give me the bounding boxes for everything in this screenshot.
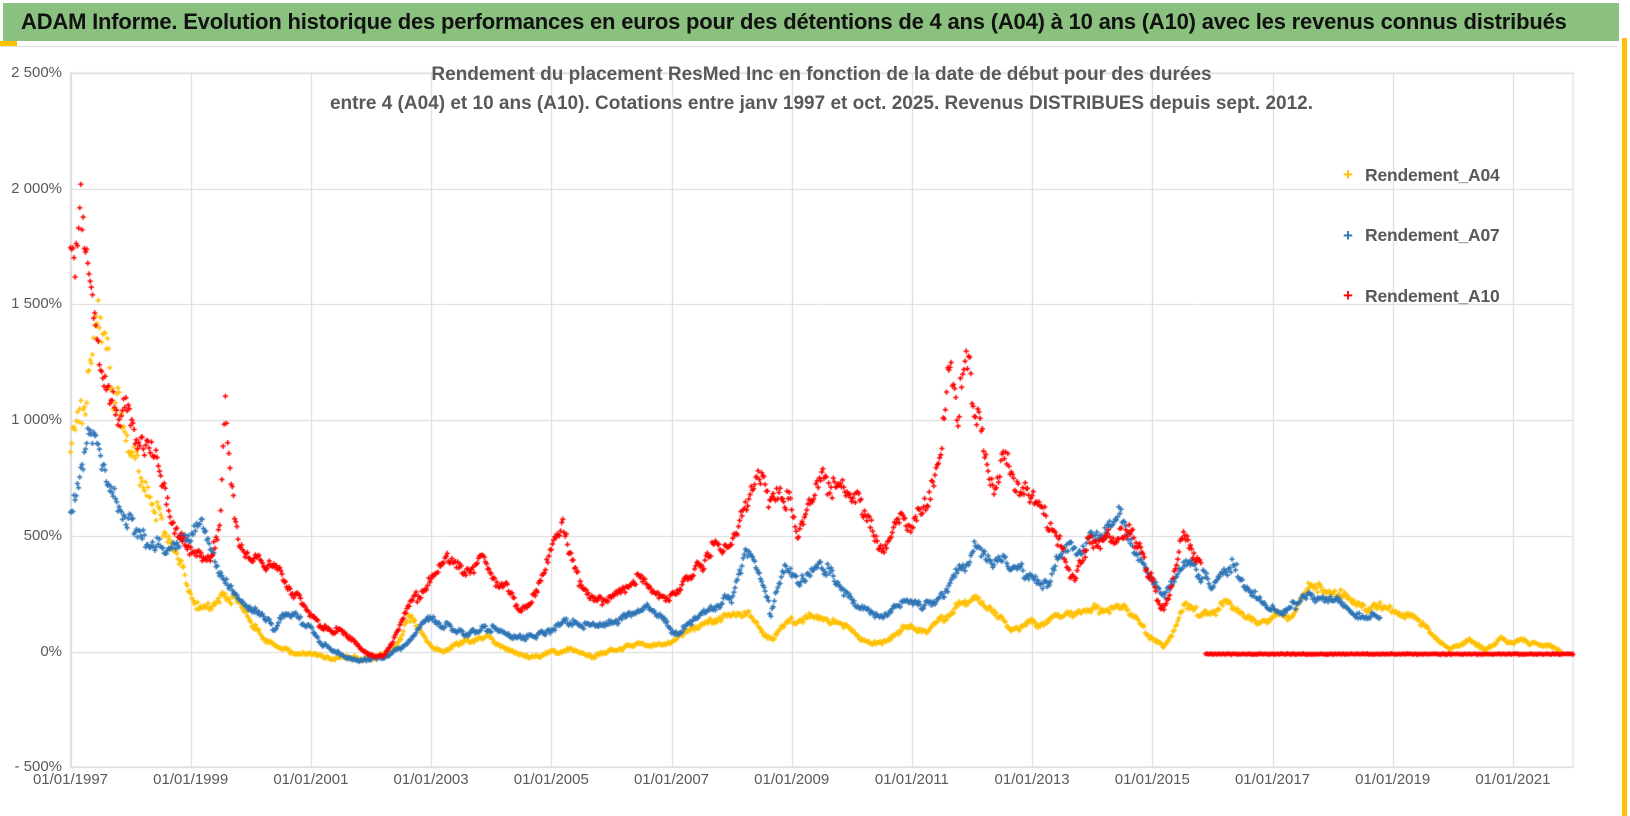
x-axis-tick: 01/01/1999 — [153, 771, 229, 788]
chart-title-line2: entre 4 (A04) et 10 ans (A10). Cotations… — [329, 93, 1314, 114]
x-axis-tick: 01/01/2013 — [994, 771, 1070, 788]
y-axis-tick: 500% — [23, 526, 62, 544]
x-axis-tick: 01/01/2015 — [1114, 771, 1190, 788]
legend-item-rendement_a04[interactable]: + Rendement_A04 — [1343, 162, 1500, 188]
x-axis-tick: 01/01/2021 — [1475, 771, 1551, 788]
legend-marker-icon: + — [1343, 225, 1353, 245]
x-axis-tick: 01/01/2009 — [754, 771, 830, 788]
chart-title-line1: Rendement du placement ResMed Inc en fon… — [431, 64, 1212, 85]
x-axis-tick: 01/01/2019 — [1355, 771, 1431, 788]
y-axis-tick: 1 000% — [11, 411, 62, 429]
legend-item-label: Rendement_A04 — [1365, 164, 1500, 185]
x-axis-tick: 01/01/2001 — [273, 771, 349, 788]
y-axis-tick: 0% — [40, 642, 62, 660]
y-axis-tick: - 500% — [14, 758, 62, 776]
legend-item-label: Rendement_A07 — [1365, 225, 1500, 245]
x-axis-tick: 01/01/2003 — [393, 771, 469, 788]
legend-marker-icon: + — [1343, 165, 1353, 184]
x-axis-tick: 01/01/2007 — [633, 771, 710, 788]
y-axis-tick: 2 000% — [11, 179, 62, 197]
y-axis-tick: 2 500% — [11, 64, 62, 81]
x-axis-tick: 01/01/2017 — [1234, 771, 1311, 788]
legend-marker-icon: + — [1343, 286, 1353, 305]
x-axis-tick: 01/01/1997 — [32, 771, 109, 788]
legend-item-label: Rendement_A10 — [1365, 285, 1500, 306]
legend-item-rendement_a10[interactable]: + Rendement_A10 — [1343, 283, 1500, 309]
y-axis-tick: 1 500% — [11, 295, 62, 313]
legend-item-rendement_a07[interactable]: + Rendement_A07 — [1343, 223, 1500, 249]
x-axis-tick: 01/01/2011 — [874, 771, 949, 788]
x-axis-tick: 01/01/2005 — [513, 771, 589, 788]
